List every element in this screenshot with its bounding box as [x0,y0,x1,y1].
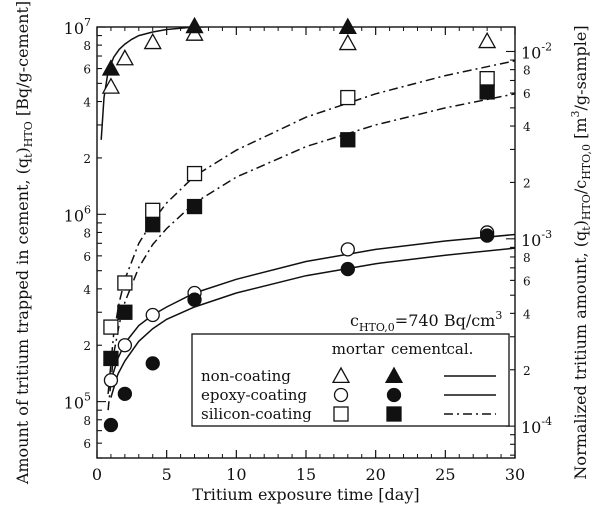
data-point-epoxy-coating-cement [340,261,355,277]
data-point-epoxy-coating-mortar [145,307,160,323]
data-point-epoxy-coating-mortar [117,338,133,353]
y-left-minor-label: 6 [83,437,91,451]
y-left-minor-label: 4 [83,96,91,110]
data-point-epoxy-coating-cement [103,417,119,433]
data-point-silicon-coating-cement [103,350,119,367]
legend-cement-marker [386,387,402,403]
legend-mortar-marker [333,387,349,403]
data-point-non-coating-cement [185,16,204,34]
data-point-non-coating-mortar [143,32,162,50]
y-right-minor-label: 8 [523,251,531,265]
legend-label: epoxy-coating [201,386,307,404]
legend: mortar cement cal. non-coatingepoxy-coating… [191,333,510,427]
y-right-minor-label: 4 [523,120,531,134]
legend-header: cal. [447,340,474,358]
y-right-tick-label: 10-3 [521,228,552,250]
data-point-non-coating-mortar [115,49,134,66]
annotation-concentration: cHTO,0=740 Bq/cm3 [350,309,502,334]
y-right-minor-label: 4 [523,307,531,321]
y-left-tick-label: 107 [64,16,91,38]
legend-label: silicon-coating [201,405,312,423]
data-point-epoxy-coating-cement [145,356,160,371]
data-layer [100,16,515,433]
y-right-axis-title: Normalized tritium amount, (qt)HTO/cHTO,… [569,25,593,479]
legend-label: non-coating [201,367,291,385]
y-left-minor-label: 2 [83,339,91,353]
y-right-tick-label: 10-4 [521,415,552,437]
data-point-non-coating-cement [338,17,357,35]
data-point-silicon-coating-mortar [340,89,356,106]
legend-cement-marker [386,406,402,422]
y-left-minor-label: 8 [83,39,91,53]
data-point-silicon-coating-cement [145,217,161,233]
x-axis-title: Tritium exposure time [day] [192,485,419,504]
data-point-silicon-coating-mortar [145,202,161,218]
x-tick-label: 30 [505,465,525,484]
y-right-minor-label: 2 [523,176,531,190]
x-tick-label: 5 [162,465,172,484]
legend-box [191,333,510,427]
data-point-silicon-coating-mortar [186,165,203,182]
data-point-epoxy-coating-mortar [103,373,119,388]
data-point-silicon-coating-cement [479,84,495,100]
axis-labels: 0 5 10 15 20 25 30 105 106 107 6 8 2 4 6 8 2 4 6 8 10-4 10-3 1… [13,1,593,504]
curve-silicon-coating [107,93,515,411]
y-right-minor-label: 6 [523,274,531,288]
legend-mortar-marker [331,366,351,384]
data-point-epoxy-coating-cement [479,228,495,243]
legend-header: mortar [332,340,385,358]
y-left-tick-label: 106 [64,203,91,225]
y-left-minor-label: 2 [83,152,91,166]
x-tick-label: 20 [365,465,385,484]
y-left-minor-label: 8 [83,414,91,428]
data-point-non-coating-mortar [478,31,497,49]
data-point-silicon-coating-cement [117,304,133,320]
data-point-non-coating-mortar [101,77,121,94]
data-point-epoxy-coating-mortar [340,242,355,257]
x-tick-label: 0 [92,465,102,484]
data-point-epoxy-coating-cement [187,292,202,307]
y-left-minor-label: 6 [83,63,91,77]
y-right-minor-label: 6 [523,87,531,101]
data-point-silicon-coating-mortar [117,275,133,291]
data-point-non-coating-cement [101,59,121,76]
y-right-tick-label: 10-2 [521,40,552,62]
y-right-minor-label: 8 [523,64,531,78]
axes [96,26,516,459]
curve-epoxy-coating [110,247,515,398]
data-point-silicon-coating-cement [186,198,203,215]
data-point-silicon-coating-mortar [103,319,119,335]
curve-silicon-coating [107,60,515,394]
y-left-minor-label: 4 [83,283,91,297]
x-tick-label: 15 [296,465,316,484]
y-right-minor-label: 2 [523,364,531,378]
y-left-axis-title: Amount of tritium trapped in cement, (qt… [13,1,35,485]
data-point-non-coating-mortar [338,33,357,51]
y-left-tick-label: 105 [64,391,91,413]
data-point-silicon-coating-cement [340,132,356,148]
data-point-epoxy-coating-cement [117,386,133,402]
x-tick-label: 10 [226,465,246,484]
legend-header: cement [391,340,447,358]
data-point-silicon-coating-mortar [479,70,495,87]
legend-mortar-marker [333,406,349,422]
x-tick-label: 25 [435,465,455,484]
y-left-minor-label: 8 [83,226,91,240]
y-left-minor-label: 6 [83,250,91,264]
legend-cement-marker [384,366,404,384]
